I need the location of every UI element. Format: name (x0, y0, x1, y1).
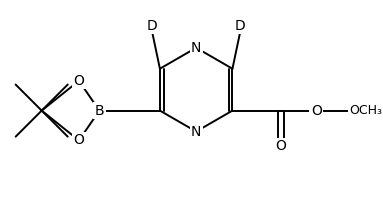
Text: N: N (191, 125, 201, 139)
Text: B: B (95, 104, 104, 118)
Text: O: O (74, 133, 84, 147)
Text: OCH₃: OCH₃ (349, 104, 382, 117)
Text: D: D (234, 19, 245, 33)
Text: O: O (311, 104, 322, 118)
Text: N: N (191, 41, 201, 55)
Text: D: D (147, 19, 158, 33)
Text: O: O (275, 139, 286, 153)
Text: O: O (74, 74, 84, 88)
